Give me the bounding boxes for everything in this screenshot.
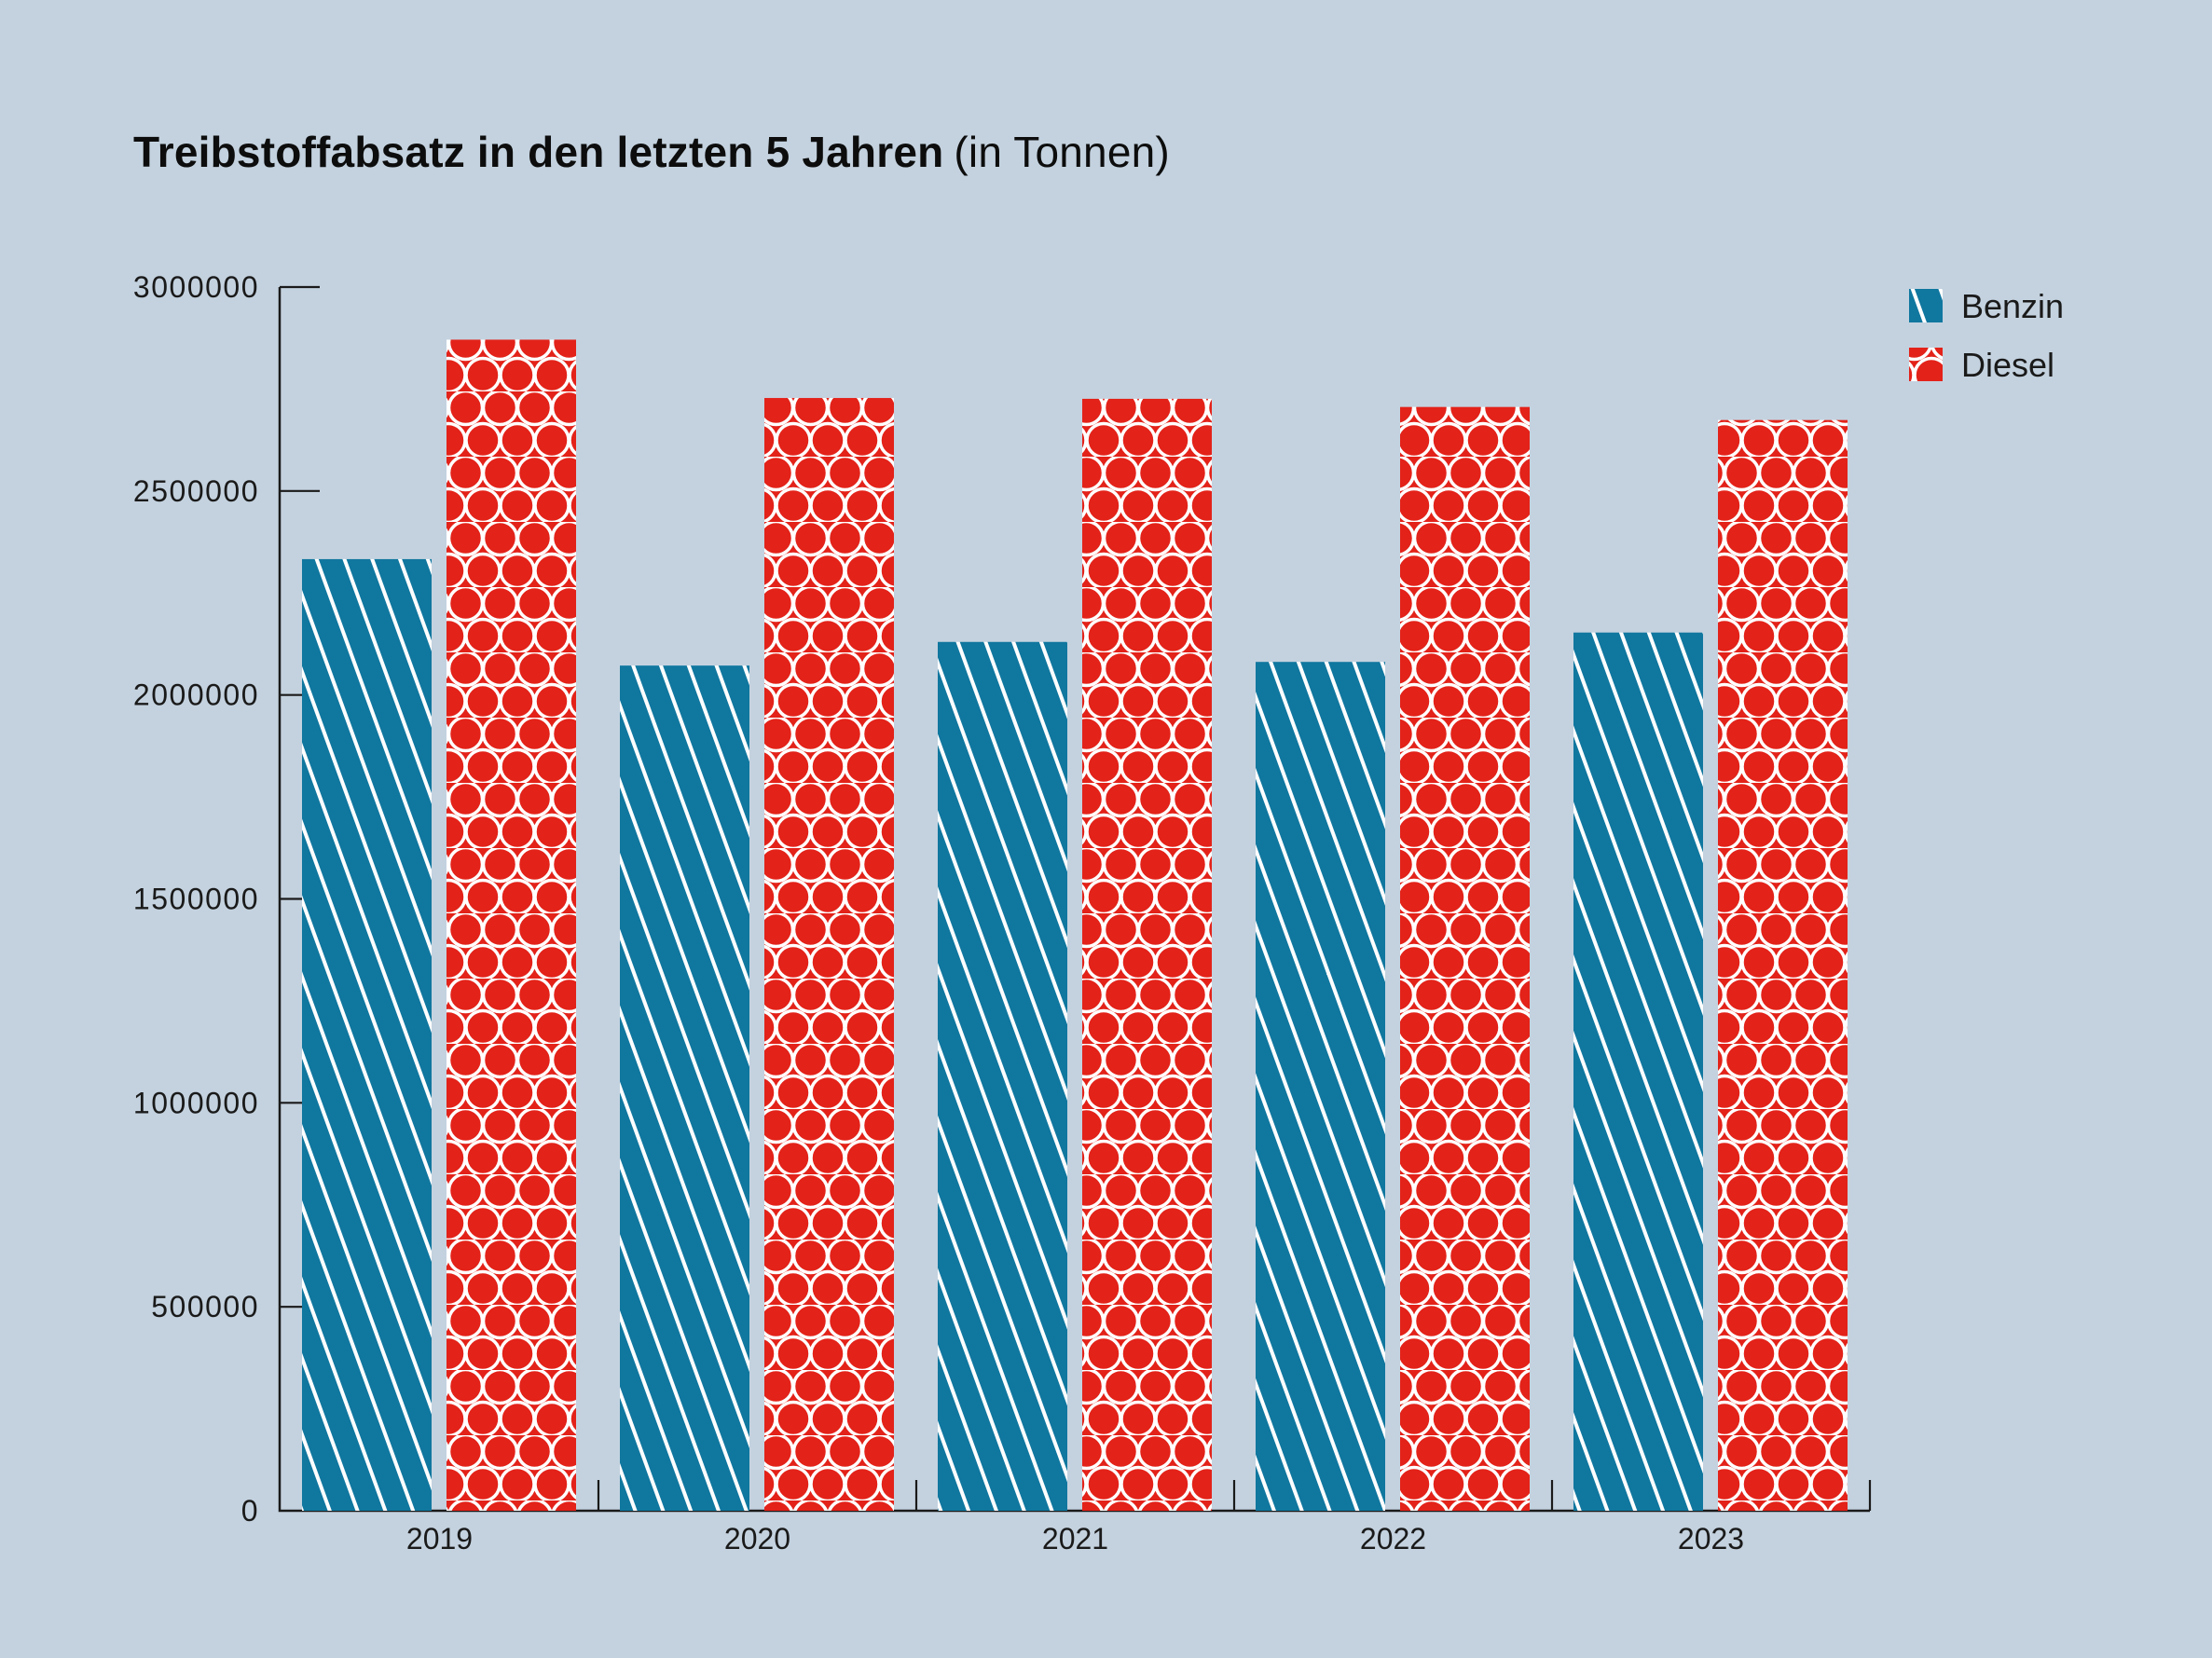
bar-diesel-2019 xyxy=(447,339,576,1512)
x-axis-label-2019: 2019 xyxy=(406,1522,473,1555)
bar-benzin-2023 xyxy=(1573,632,1703,1511)
bar-benzin-2020 xyxy=(620,665,749,1511)
y-tick-label: 500000 xyxy=(151,1290,259,1323)
y-tick-label: 1500000 xyxy=(133,883,259,916)
x-axis-label-2021: 2021 xyxy=(1042,1522,1108,1555)
chart-title: Treibstoffabsatz in den letzten 5 Jahren… xyxy=(133,129,1170,176)
legend-swatch-diesel xyxy=(1909,348,1943,381)
legend-label-diesel: Diesel xyxy=(1961,346,2054,384)
x-axis-label-2020: 2020 xyxy=(724,1522,790,1555)
y-tick-label: 2000000 xyxy=(133,678,259,712)
y-tick-label: 0 xyxy=(241,1494,259,1528)
bar-benzin-2021 xyxy=(938,641,1067,1511)
y-tick-label: 1000000 xyxy=(133,1086,259,1119)
chart-title-suffix: (in Tonnen) xyxy=(954,128,1170,176)
x-axis-label-2022: 2022 xyxy=(1360,1522,1426,1555)
legend: Benzin Diesel xyxy=(1909,287,2064,384)
legend-label-benzin: Benzin xyxy=(1961,287,2064,325)
y-tick-label: 2500000 xyxy=(133,474,259,508)
chart-title-main: Treibstoffabsatz in den letzten 5 Jahren xyxy=(133,128,944,176)
bar-benzin-2019 xyxy=(302,558,432,1511)
bar-benzin-2022 xyxy=(1256,662,1385,1511)
x-axis-label-2023: 2023 xyxy=(1678,1522,1744,1555)
axis-labels-group: 0 500000 1000000 1500000 2000000 2500000 30000… xyxy=(133,270,1744,1555)
bar-diesel-2021 xyxy=(1082,398,1212,1511)
bars-group xyxy=(302,339,1848,1512)
bar-diesel-2020 xyxy=(764,398,894,1512)
bar-diesel-2023 xyxy=(1718,419,1848,1511)
bar-diesel-2022 xyxy=(1400,406,1530,1511)
legend-swatch-benzin xyxy=(1909,289,1943,322)
y-tick-label: 3000000 xyxy=(133,270,259,304)
